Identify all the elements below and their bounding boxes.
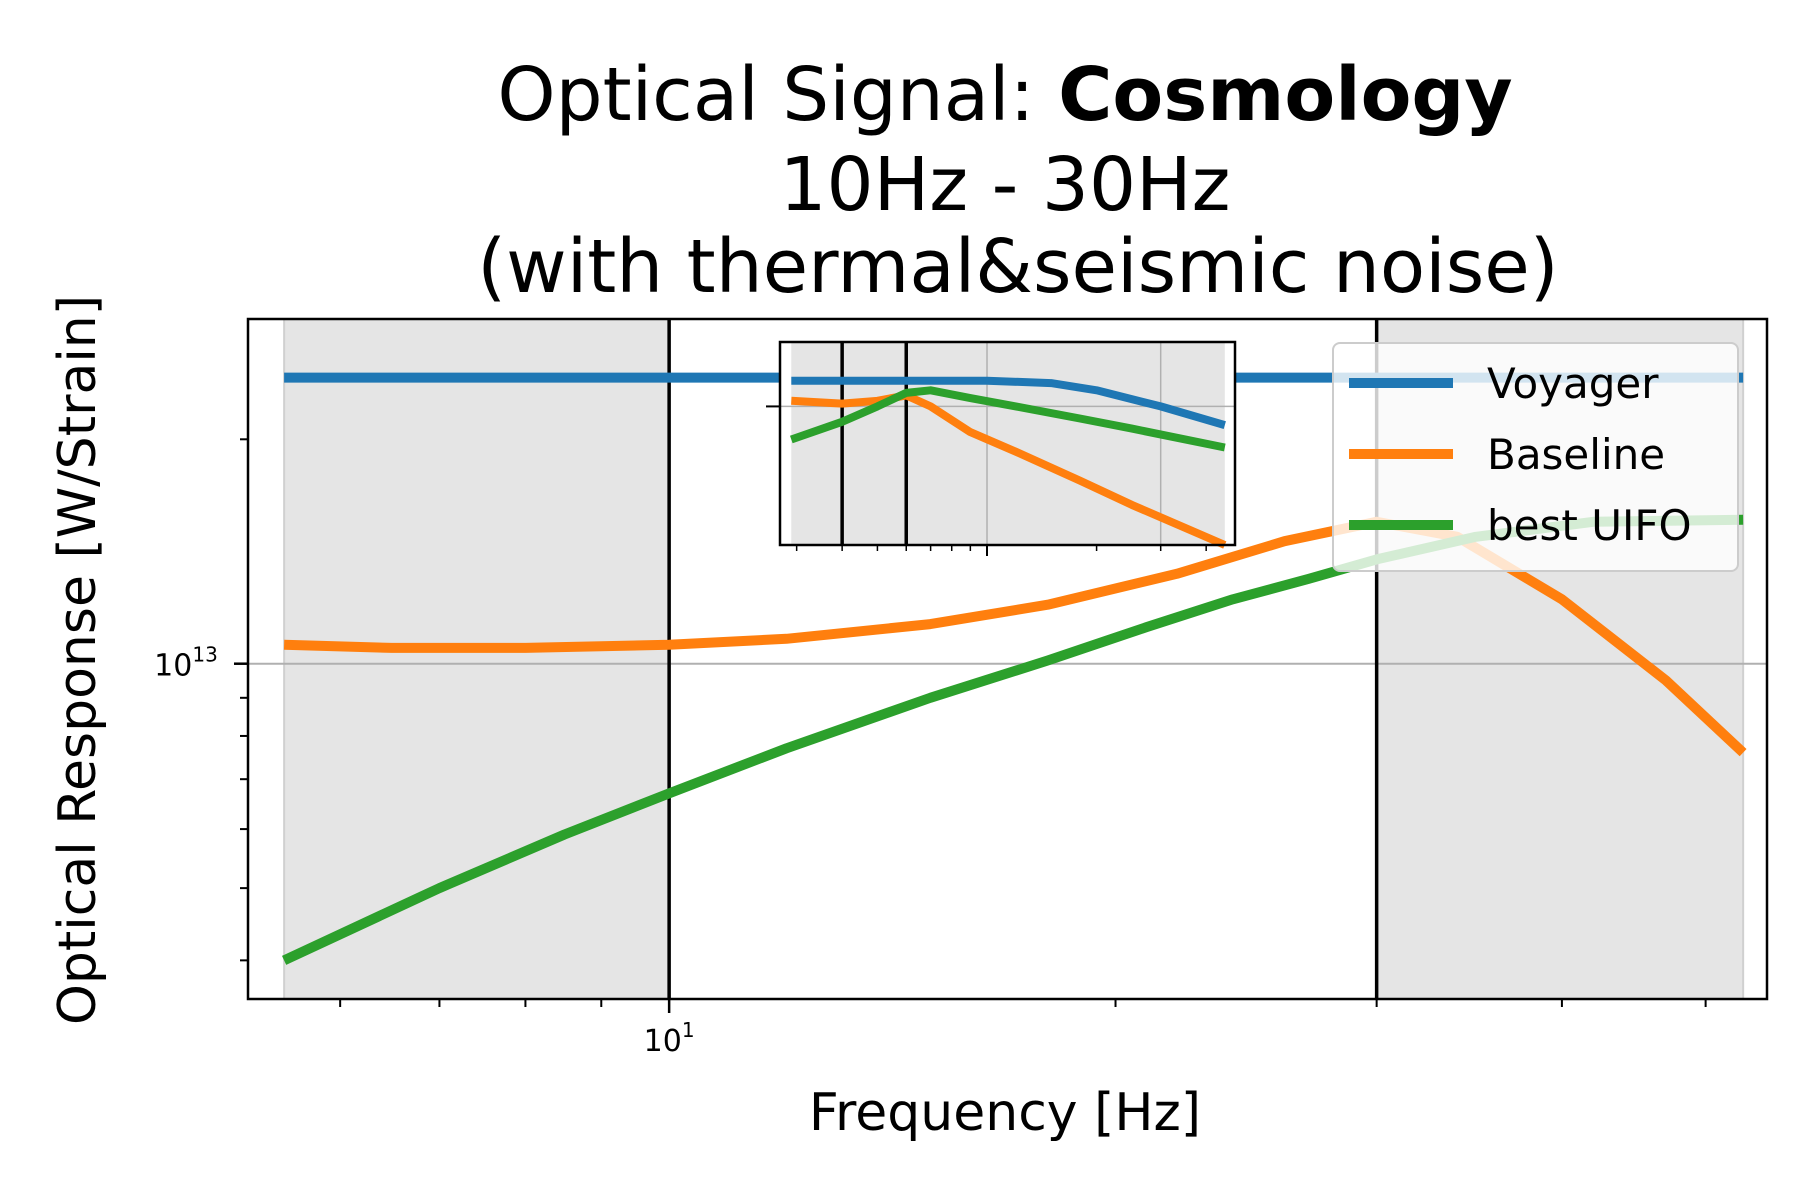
legend-label-baseline: Baseline	[1487, 430, 1665, 479]
chart-title-line3: (with thermal&seismic noise)	[477, 224, 1558, 310]
shaded-region-0	[284, 319, 670, 999]
inset-series-line-baseline	[791, 391, 1227, 549]
inset-frame	[778, 340, 1237, 547]
series-line-baseline	[283, 516, 1747, 757]
inset-shaded-region-0	[791, 342, 843, 545]
inset-series-line-best-uifo	[789, 386, 1226, 452]
legend-label-voyager: Voyager	[1487, 359, 1659, 408]
legend-label-best-uifo: best UIFO	[1487, 501, 1692, 550]
inset-series-line-voyager	[791, 376, 1226, 429]
y-tick-label-exp: 13	[192, 643, 217, 667]
x-tick-label-base: 10	[644, 1024, 682, 1059]
x-axis-label: Frequency [Hz]	[809, 1083, 1201, 1143]
chart-title-prefix: Optical Signal:	[497, 52, 1058, 138]
y-axis-label: Optical Response [W/Strain]	[48, 295, 108, 1025]
legend: Voyager Baseline best UIFO	[1332, 342, 1739, 572]
plot-frame	[246, 317, 1769, 1001]
y-tick-label-base: 10	[154, 649, 192, 684]
chart-title-line1: Optical Signal: Cosmology	[497, 52, 1512, 138]
x-tick-label-exp: 1	[682, 1018, 695, 1042]
chart-title-line2: 10Hz - 30Hz	[779, 142, 1230, 228]
y-tick-label-0: 1013	[154, 643, 218, 684]
legend-box	[1332, 342, 1739, 572]
inset-shaded-region-1	[842, 342, 1225, 545]
inset-plot	[766, 340, 1237, 556]
x-tick-label-0: 101	[644, 1018, 695, 1059]
chart-title-bold: Cosmology	[1058, 52, 1513, 138]
